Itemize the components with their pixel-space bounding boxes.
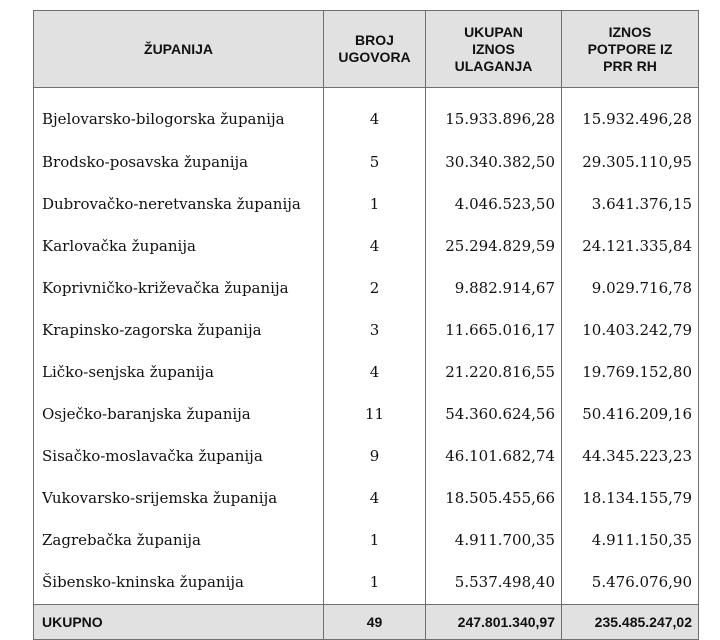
total-investment-cell: 4.911.700,35 [425,516,562,558]
support-amount-cell: 3.641.376,15 [561,180,699,222]
contract-count-cell: 4 [323,222,426,264]
contract-count-cell: 4 [323,348,426,390]
contract-count-cell: 1 [323,180,426,222]
table-row: Ličko-senjska županija 4 21.220.816,55 19.7… [33,348,699,390]
total-investment-cell: 46.101.682,74 [425,432,562,474]
total-investment-cell: 25.294.829,59 [425,222,562,264]
support-amount-cell: 10.403.242,79 [561,306,699,348]
support-amount-cell: 18.134.155,79 [561,474,699,516]
header-row: ŽUPANIJA BROJ UGOVORA UKUPAN IZNOS ULAGANJA IZ… [33,10,699,88]
contract-count-cell: 1 [323,516,426,558]
county-name-cell: Osječko-baranjska županija [33,390,324,432]
total-investment-cell: 9.882.914,67 [425,264,562,306]
header-county: ŽUPANIJA [33,10,324,88]
table-row: Osječko-baranjska županija 11 54.360.624,5… [33,390,699,432]
table-row: Šibensko-kninska županija 1 5.537.498,40 5.… [33,558,699,605]
support-amount-cell: 50.416.209,16 [561,390,699,432]
county-investment-table-container: ŽUPANIJA BROJ UGOVORA UKUPAN IZNOS ULAGANJA IZ… [33,10,699,640]
support-amount-cell: 9.029.716,78 [561,264,699,306]
contract-count-cell: 1 [323,558,426,605]
contract-count-cell: 4 [323,87,426,138]
total-contract-count-cell: 49 [323,604,426,640]
county-name-cell: Brodsko-posavska županija [33,138,324,180]
total-label-cell: UKUPNO [33,604,324,640]
support-amount-cell: 15.932.496,28 [561,87,699,138]
county-investment-table: ŽUPANIJA BROJ UGOVORA UKUPAN IZNOS ULAGANJA IZ… [33,10,699,640]
county-name-cell: Krapinsko-zagorska županija [33,306,324,348]
table-row: Dubrovačko-neretvanska županija 1 4.046.52… [33,180,699,222]
total-investment-cell: 4.046.523,50 [425,180,562,222]
table-row: Vukovarsko-srijemska županija 4 18.505.455… [33,474,699,516]
header-total-investment: UKUPAN IZNOS ULAGANJA [425,10,562,88]
county-name-cell: Ličko-senjska županija [33,348,324,390]
table-footer: UKUPNO 49 247.801.340,97 235.485.247,02 [33,604,699,640]
county-name-cell: Bjelovarsko-bilogorska županija [33,87,324,138]
total-investment-cell: 11.665.016,17 [425,306,562,348]
header-contract-count: BROJ UGOVORA [323,10,426,88]
support-amount-cell: 29.305.110,95 [561,138,699,180]
total-investment-cell: 54.360.624,56 [425,390,562,432]
total-investment-cell: 5.537.498,40 [425,558,562,605]
support-amount-cell: 24.121.335,84 [561,222,699,264]
county-name-cell: Šibensko-kninska županija [33,558,324,605]
support-amount-cell: 4.911.150,35 [561,516,699,558]
support-amount-cell: 44.345.223,23 [561,432,699,474]
table-row: Koprivničko-križevačka županija 2 9.882.91… [33,264,699,306]
header-support-amount: IZNOS POTPORE IZ PRR RH [561,10,699,88]
county-name-cell: Vukovarsko-srijemska županija [33,474,324,516]
county-name-cell: Dubrovačko-neretvanska županija [33,180,324,222]
county-name-cell: Zagrebačka županija [33,516,324,558]
contract-count-cell: 9 [323,432,426,474]
table-row: Brodsko-posavska županija 5 30.340.382,50 2… [33,138,699,180]
support-amount-cell: 5.476.076,90 [561,558,699,605]
contract-count-cell: 11 [323,390,426,432]
contract-count-cell: 2 [323,264,426,306]
county-name-cell: Sisačko-moslavačka županija [33,432,324,474]
table-body: Bjelovarsko-bilogorska županija 4 15.933.8… [33,87,699,605]
total-investment-cell: 15.933.896,28 [425,87,562,138]
total-investment-sum-cell: 247.801.340,97 [425,604,562,640]
table-row: Krapinsko-zagorska županija 3 11.665.016,1… [33,306,699,348]
table-header: ŽUPANIJA BROJ UGOVORA UKUPAN IZNOS ULAGANJA IZ… [33,10,699,88]
total-row: UKUPNO 49 247.801.340,97 235.485.247,02 [33,604,699,640]
total-investment-cell: 30.340.382,50 [425,138,562,180]
table-row: Bjelovarsko-bilogorska županija 4 15.933.8… [33,87,699,138]
table-row: Sisačko-moslavačka županija 9 46.101.682,7… [33,432,699,474]
county-name-cell: Koprivničko-križevačka županija [33,264,324,306]
contract-count-cell: 3 [323,306,426,348]
contract-count-cell: 5 [323,138,426,180]
table-row: Karlovačka županija 4 25.294.829,59 24.121.… [33,222,699,264]
total-support-sum-cell: 235.485.247,02 [561,604,699,640]
total-investment-cell: 18.505.455,66 [425,474,562,516]
table-row: Zagrebačka županija 1 4.911.700,35 4.911.15… [33,516,699,558]
county-name-cell: Karlovačka županija [33,222,324,264]
support-amount-cell: 19.769.152,80 [561,348,699,390]
contract-count-cell: 4 [323,474,426,516]
total-investment-cell: 21.220.816,55 [425,348,562,390]
